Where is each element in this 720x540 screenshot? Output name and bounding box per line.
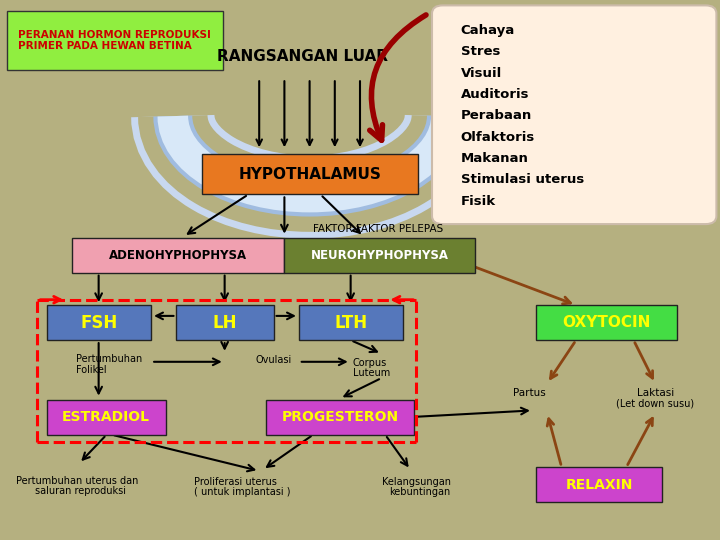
- Text: Stres: Stres: [461, 45, 500, 58]
- Text: LTH: LTH: [334, 314, 368, 332]
- FancyBboxPatch shape: [176, 305, 274, 340]
- Text: (Let down susu): (Let down susu): [616, 399, 694, 409]
- Text: Olfaktoris: Olfaktoris: [461, 131, 535, 144]
- Text: Folikel: Folikel: [76, 365, 107, 375]
- Text: kebuntingan: kebuntingan: [389, 488, 450, 497]
- Text: PROGESTERON: PROGESTERON: [282, 410, 399, 424]
- FancyBboxPatch shape: [47, 305, 151, 340]
- FancyBboxPatch shape: [536, 305, 677, 340]
- Text: PERANAN HORMON REPRODUKSI
PRIMER PADA HEWAN BETINA: PERANAN HORMON REPRODUKSI PRIMER PADA HE…: [18, 30, 211, 51]
- FancyBboxPatch shape: [72, 238, 284, 273]
- Text: Cahaya: Cahaya: [461, 24, 515, 37]
- Text: Partus: Partus: [513, 388, 546, 398]
- Text: NEUROHYPHOPHYSA: NEUROHYPHOPHYSA: [311, 248, 449, 262]
- FancyBboxPatch shape: [536, 467, 662, 502]
- FancyBboxPatch shape: [202, 154, 418, 194]
- Text: Proliferasi uterus: Proliferasi uterus: [194, 477, 277, 487]
- Text: Laktasi: Laktasi: [636, 388, 674, 398]
- Text: saluran reproduksi: saluran reproduksi: [35, 487, 125, 496]
- Text: FSH: FSH: [81, 314, 117, 332]
- Text: RELAXIN: RELAXIN: [566, 478, 633, 491]
- FancyBboxPatch shape: [47, 400, 166, 435]
- Text: Pertumbuhan uterus dan: Pertumbuhan uterus dan: [16, 476, 138, 485]
- Text: ESTRADIOL: ESTRADIOL: [62, 410, 150, 424]
- FancyBboxPatch shape: [299, 305, 403, 340]
- Text: Perabaan: Perabaan: [461, 109, 532, 123]
- Text: Visuil: Visuil: [461, 66, 502, 80]
- FancyBboxPatch shape: [432, 5, 716, 224]
- Text: OXYTOCIN: OXYTOCIN: [562, 315, 651, 330]
- FancyBboxPatch shape: [266, 400, 414, 435]
- Text: FAKTOR-FAKTOR PELEPAS: FAKTOR-FAKTOR PELEPAS: [313, 225, 444, 234]
- Text: Auditoris: Auditoris: [461, 88, 529, 101]
- Text: HYPOTHALAMUS: HYPOTHALAMUS: [238, 167, 381, 181]
- Text: Ovulasi: Ovulasi: [256, 355, 292, 365]
- FancyBboxPatch shape: [284, 238, 475, 273]
- Text: ( untuk implantasi ): ( untuk implantasi ): [194, 488, 291, 497]
- Text: Luteum: Luteum: [353, 368, 390, 377]
- Text: Kelangsungan: Kelangsungan: [382, 477, 451, 487]
- Text: ADENOHYPHOPHYSA: ADENOHYPHOPHYSA: [109, 248, 247, 262]
- Text: LH: LH: [212, 314, 238, 332]
- Text: Makanan: Makanan: [461, 152, 528, 165]
- FancyBboxPatch shape: [7, 11, 223, 70]
- Text: Fisik: Fisik: [461, 194, 496, 207]
- Text: Pertumbuhan: Pertumbuhan: [76, 354, 142, 364]
- FancyArrowPatch shape: [370, 15, 426, 140]
- Text: Corpus: Corpus: [353, 358, 387, 368]
- Text: RANGSANGAN LUAR: RANGSANGAN LUAR: [217, 49, 388, 64]
- Text: Stimulasi uterus: Stimulasi uterus: [461, 173, 584, 186]
